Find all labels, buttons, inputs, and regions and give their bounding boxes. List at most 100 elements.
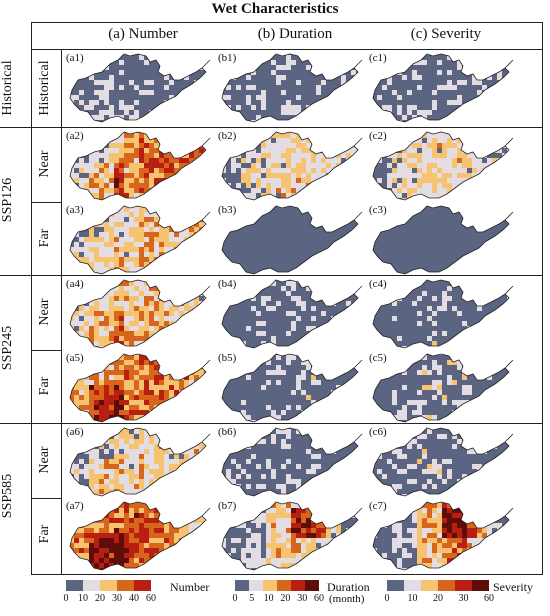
map-panel-b7: (b7) (216, 498, 366, 574)
river-outlet (353, 507, 363, 517)
river-outlet (201, 359, 211, 369)
legend-swatch (117, 580, 134, 591)
river-outlet (201, 137, 211, 147)
basin-map (69, 53, 211, 123)
sub-divider-2 (31, 350, 62, 351)
legend-swatch (134, 580, 151, 591)
legend-tick: 30 (112, 593, 122, 604)
panel-label: (b1) (218, 52, 237, 64)
map-cells (222, 132, 358, 200)
river-outlet (504, 211, 514, 221)
basin-map (221, 131, 363, 201)
panel-label: (a5) (66, 352, 84, 364)
legend-tick: 20 (433, 593, 443, 604)
panel-label: (a7) (66, 500, 84, 512)
legend-swatch (263, 580, 277, 591)
map-cells (70, 132, 206, 200)
panel-label: (b6) (218, 426, 237, 438)
basin-map (372, 501, 514, 571)
figure-frame (31, 22, 543, 575)
legend-swatch (235, 580, 249, 591)
legend-swatch (100, 580, 117, 591)
panel-label: (a3) (66, 204, 84, 216)
river-outlet (353, 59, 363, 69)
legend-duration-title: Duration (327, 580, 370, 594)
header-divider (31, 49, 543, 50)
map-cells (70, 354, 206, 422)
map-panel-b6: (b6) (216, 424, 366, 500)
map-cells (70, 206, 206, 274)
legend-tick: 40 (129, 593, 139, 604)
legend-number: Number 0 10 20 30 40 60 (62, 580, 227, 616)
panel-label: (a6) (66, 426, 84, 438)
map-cells (373, 502, 509, 570)
legend-swatch (404, 580, 421, 591)
basin-outline (372, 205, 510, 275)
panel-label: (c6) (369, 426, 387, 438)
basin-outline (69, 353, 207, 423)
group-label-ssp585: SSP585 (0, 473, 15, 519)
basin-outline (221, 427, 359, 497)
river-outlet (201, 285, 211, 295)
legend-severity-title: Severity (493, 580, 533, 594)
basin-map (221, 427, 363, 497)
basin-outline (221, 205, 359, 275)
map-cells (373, 280, 509, 348)
map-panel-c2: (c2) (367, 128, 517, 204)
basin-map (372, 279, 514, 349)
basin-outline (69, 501, 207, 571)
river-outlet (504, 59, 514, 69)
legend-tick: 10 (78, 593, 88, 604)
column-header-severity: (c) Severity (410, 26, 482, 42)
panel-label: (b2) (218, 130, 237, 142)
basin-map (372, 131, 514, 201)
map-panel-a5: (a5) (64, 350, 214, 426)
map-panel-b3: (b3) (216, 202, 366, 278)
basin-map (221, 501, 363, 571)
legend-swatch (249, 580, 263, 591)
river-outlet (504, 507, 514, 517)
map-cells (222, 354, 358, 422)
map-panel-c7: (c7) (367, 498, 517, 574)
basin-outline (69, 131, 207, 201)
map-panel-a1: (a1) (64, 50, 214, 126)
map-cells (70, 428, 206, 496)
legend-swatch (421, 580, 438, 591)
river-outlet (201, 433, 211, 443)
map-panel-a2: (a2) (64, 128, 214, 204)
map-cells (373, 54, 509, 122)
legend-tick: 60 (484, 593, 494, 604)
group-divider-2 (0, 275, 543, 276)
map-panel-b1: (b1) (216, 50, 366, 126)
basin-map (221, 279, 363, 349)
map-cells (373, 354, 509, 422)
basin-map (372, 205, 514, 275)
panel-label: (c4) (369, 278, 387, 290)
map-cells (222, 502, 358, 570)
panel-label: (c3) (369, 204, 387, 216)
basin-outline (372, 131, 510, 201)
legend-swatch (83, 580, 100, 591)
map-panel-c4: (c4) (367, 276, 517, 352)
map-panel-a6: (a6) (64, 424, 214, 500)
river-outlet (201, 59, 211, 69)
legend-tick: 30 (458, 593, 469, 604)
panel-label: (c5) (369, 352, 387, 364)
map-cells (222, 206, 358, 274)
basin-outline (221, 353, 359, 423)
legend-tick: 60 (146, 593, 156, 604)
legend-tick: 0 (384, 593, 390, 604)
basin-map (69, 205, 211, 275)
basin-outline (372, 501, 510, 571)
basin-map (69, 279, 211, 349)
basin-outline (372, 279, 510, 349)
legend-swatch (291, 580, 305, 591)
map-cells (70, 54, 206, 122)
basin-map (69, 427, 211, 497)
legend-tick: 20 (280, 593, 291, 604)
panel-label: (a2) (66, 130, 84, 142)
basin-map (69, 353, 211, 423)
legend-swatch (438, 580, 455, 591)
map-cells (373, 206, 509, 274)
river-outlet (504, 359, 514, 369)
